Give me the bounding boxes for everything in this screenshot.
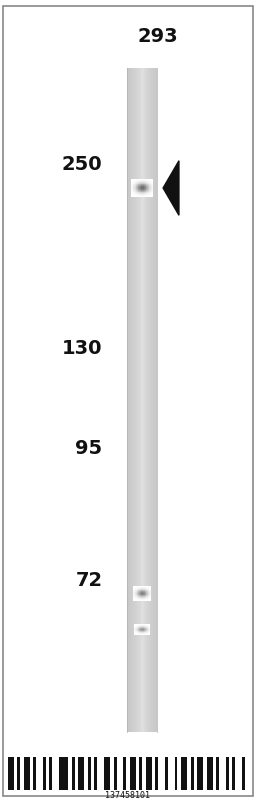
Bar xyxy=(140,68,141,732)
Bar xyxy=(181,757,187,790)
Bar xyxy=(123,757,126,790)
Bar xyxy=(175,757,177,790)
Bar xyxy=(104,757,110,790)
Bar xyxy=(135,68,136,732)
Bar xyxy=(145,68,146,732)
Bar xyxy=(190,757,194,790)
Bar xyxy=(127,68,128,732)
Bar xyxy=(78,757,84,790)
Bar xyxy=(141,68,142,732)
Bar xyxy=(72,757,75,790)
Text: 95: 95 xyxy=(75,438,102,458)
Bar xyxy=(146,757,152,790)
Bar xyxy=(144,68,145,732)
Text: 250: 250 xyxy=(62,154,102,174)
Bar xyxy=(114,757,116,790)
Bar xyxy=(59,757,68,790)
Bar xyxy=(154,68,155,732)
Bar xyxy=(197,757,203,790)
Bar xyxy=(139,757,142,790)
Bar xyxy=(155,68,156,732)
Bar xyxy=(134,68,135,732)
Bar xyxy=(146,68,147,732)
Bar xyxy=(43,757,46,790)
Text: 293: 293 xyxy=(137,26,178,46)
Bar xyxy=(226,757,229,790)
Bar xyxy=(232,757,235,790)
Bar xyxy=(151,68,152,732)
Bar xyxy=(152,68,153,732)
Bar xyxy=(132,68,133,732)
Bar xyxy=(128,68,129,732)
Bar xyxy=(131,68,132,732)
Bar xyxy=(136,68,137,732)
Text: 137458101: 137458101 xyxy=(105,790,151,800)
Bar xyxy=(216,757,219,790)
Bar xyxy=(148,68,149,732)
Bar xyxy=(24,757,30,790)
Bar xyxy=(49,757,52,790)
Bar xyxy=(137,68,138,732)
Bar xyxy=(8,757,14,790)
Bar xyxy=(153,68,154,732)
Bar xyxy=(139,68,140,732)
Bar xyxy=(94,757,97,790)
Bar xyxy=(147,68,148,732)
Bar xyxy=(133,68,134,732)
Bar xyxy=(207,757,213,790)
Bar xyxy=(33,757,36,790)
Text: 72: 72 xyxy=(75,570,102,590)
Bar xyxy=(142,68,143,732)
Bar xyxy=(149,68,150,732)
Bar xyxy=(156,68,157,732)
Bar xyxy=(150,68,151,732)
Bar xyxy=(165,757,168,790)
Bar xyxy=(242,757,245,790)
Bar xyxy=(88,757,91,790)
Bar xyxy=(129,68,130,732)
Bar xyxy=(130,68,131,732)
Bar xyxy=(130,757,136,790)
Polygon shape xyxy=(163,161,179,215)
Bar xyxy=(143,68,144,732)
Bar xyxy=(138,68,139,732)
Text: 130: 130 xyxy=(62,338,102,358)
Bar xyxy=(155,757,158,790)
Bar xyxy=(17,757,20,790)
